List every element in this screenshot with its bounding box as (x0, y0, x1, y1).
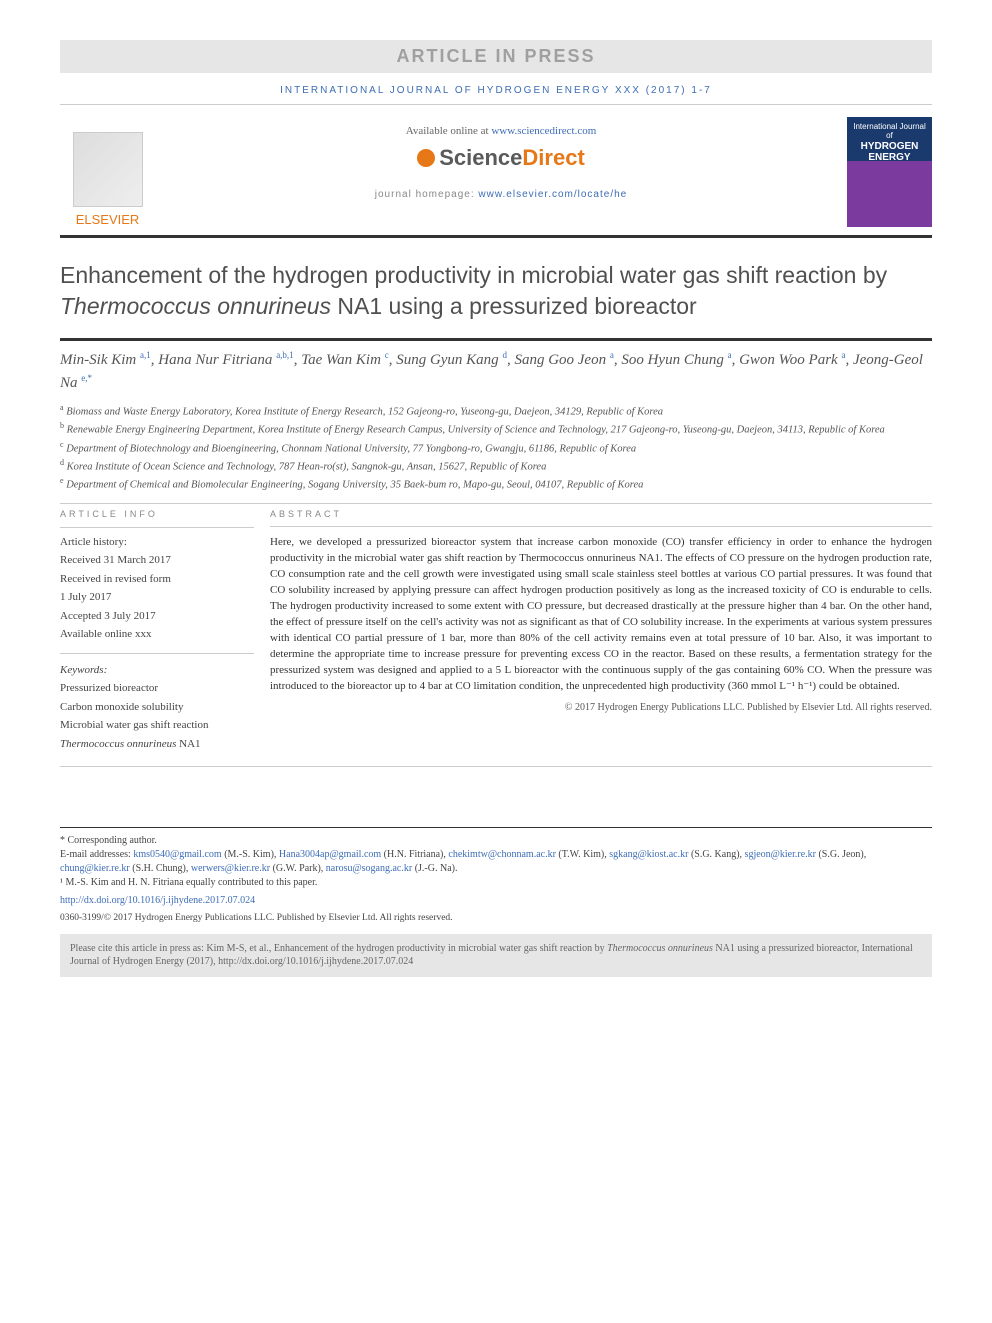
keyword: Microbial water gas shift reaction (60, 717, 254, 734)
homepage-link[interactable]: www.elsevier.com/locate/he (478, 189, 627, 200)
article-info-sidebar: ARTICLE INFO Article history: Received 3… (60, 508, 270, 754)
affiliation: e Department of Chemical and Biomolecula… (60, 475, 932, 493)
affiliations-list: a Biomass and Waste Energy Laboratory, K… (60, 402, 932, 493)
author: Tae Wan Kim c (301, 352, 389, 368)
author-affil-link[interactable]: e,* (81, 373, 92, 383)
author: Hana Nur Fitriana a,b,1 (158, 352, 293, 368)
history-line: 1 July 2017 (60, 589, 254, 606)
affiliation: b Renewable Energy Engineering Departmen… (60, 420, 932, 438)
journal-citation-header: INTERNATIONAL JOURNAL OF HYDROGEN ENERGY… (60, 85, 932, 96)
email-link[interactable]: narosu@sogang.ac.kr (326, 863, 412, 874)
abstract-text: Here, we developed a pressurized bioreac… (270, 535, 932, 694)
article-info-heading: ARTICLE INFO (60, 508, 254, 528)
email-link[interactable]: chekimtw@chonnam.ac.kr (448, 849, 556, 860)
sciencedirect-link[interactable]: www.sciencedirect.com (491, 125, 596, 137)
email-link[interactable]: chung@kier.re.kr (60, 863, 130, 874)
email-link[interactable]: kms0540@gmail.com (133, 849, 221, 860)
affiliation: a Biomass and Waste Energy Laboratory, K… (60, 402, 932, 420)
article-in-press-banner: ARTICLE IN PRESS (60, 40, 932, 73)
corresponding-author-note: * Corresponding author. (60, 834, 932, 848)
journal-cover-thumbnail: International Journal of HYDROGEN ENERGY (847, 117, 932, 227)
author: Gwon Woo Park a (739, 352, 845, 368)
author-affil-link[interactable]: a (841, 350, 845, 360)
header-row: ELSEVIER Available online at www.science… (60, 104, 932, 238)
keyword: Pressurized bioreactor (60, 680, 254, 697)
abstract-block: ABSTRACT Here, we developed a pressurize… (270, 508, 932, 754)
sd-dot-icon (417, 149, 435, 167)
sciencedirect-logo: ScienceDirect (155, 145, 847, 171)
author: Sang Goo Jeon a (514, 352, 613, 368)
history-line: Received in revised form (60, 571, 254, 588)
author-affil-link[interactable]: d (502, 350, 507, 360)
email-link[interactable]: werwers@kier.re.kr (191, 863, 270, 874)
author-affil-link[interactable]: a (728, 350, 732, 360)
contribution-note: ¹ M.-S. Kim and H. N. Fitriana equally c… (60, 876, 932, 890)
authors-list: Min-Sik Kim a,1, Hana Nur Fitriana a,b,1… (60, 349, 932, 394)
keyword: Thermococcus onnurineus NA1 (60, 736, 254, 753)
author: Min-Sik Kim a,1 (60, 352, 151, 368)
journal-homepage: journal homepage: www.elsevier.com/locat… (155, 189, 847, 200)
keyword: Carbon monoxide solubility (60, 699, 254, 716)
email-link[interactable]: sgjeon@kier.re.kr (745, 849, 816, 860)
author-affil-link[interactable]: a,b,1 (276, 350, 294, 360)
doi-link[interactable]: http://dx.doi.org/10.1016/j.ijhydene.201… (60, 895, 255, 906)
elsevier-tree-icon (73, 132, 143, 207)
footer-notes: * Corresponding author. E-mail addresses… (60, 827, 932, 925)
affiliation: c Department of Biotechnology and Bioeng… (60, 439, 932, 457)
history-line: Accepted 3 July 2017 (60, 608, 254, 625)
history-line: Available online xxx (60, 626, 254, 643)
author: Sung Gyun Kang d (396, 352, 507, 368)
email-link[interactable]: sgkang@kiost.ac.kr (609, 849, 688, 860)
affiliation: d Korea Institute of Ocean Science and T… (60, 457, 932, 475)
abstract-copyright: © 2017 Hydrogen Energy Publications LLC.… (270, 701, 932, 716)
available-online: Available online at www.sciencedirect.co… (155, 125, 847, 137)
elsevier-logo: ELSEVIER (60, 117, 155, 227)
elsevier-text: ELSEVIER (76, 212, 140, 227)
history-label: Article history: (60, 534, 254, 551)
email-link[interactable]: Hana3004ap@gmail.com (279, 849, 381, 860)
author-affil-link[interactable]: a,1 (140, 350, 151, 360)
keywords-label: Keywords: (60, 662, 254, 679)
citation-box: Please cite this article in press as: Ki… (60, 934, 932, 977)
author-affil-link[interactable]: a (610, 350, 614, 360)
isbn-copyright: 0360-3199/© 2017 Hydrogen Energy Publica… (60, 912, 932, 925)
abstract-heading: ABSTRACT (270, 508, 932, 527)
history-line: Received 31 March 2017 (60, 552, 254, 569)
email-addresses: E-mail addresses: kms0540@gmail.com (M.-… (60, 848, 932, 876)
author-affil-link[interactable]: c (385, 350, 389, 360)
article-title: Enhancement of the hydrogen productivity… (60, 260, 932, 322)
author: Soo Hyun Chung a (621, 352, 731, 368)
